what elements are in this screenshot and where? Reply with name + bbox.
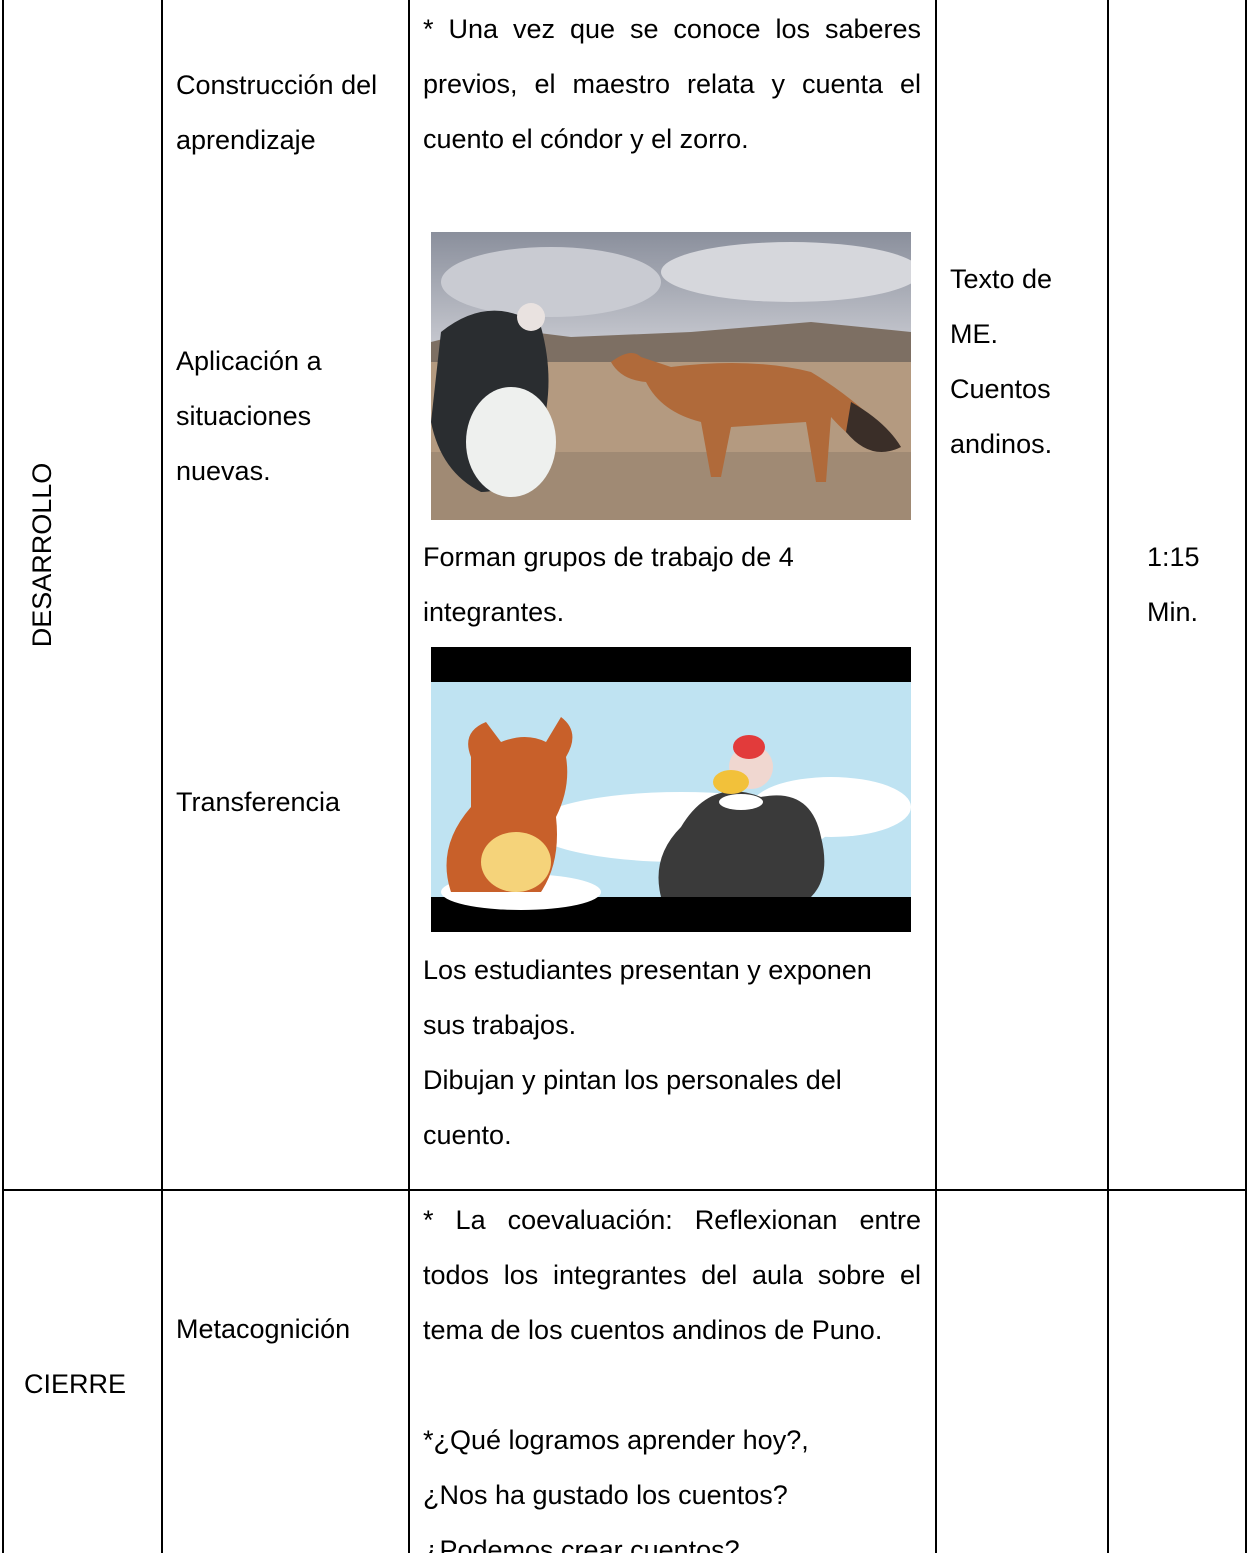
- activity: * La coevaluación: Reflexionan entre tod…: [423, 1205, 921, 1345]
- phase: DESARROLLO: [27, 462, 57, 648]
- activity: Dibujan y pintan los personales del cuen…: [423, 1065, 842, 1150]
- process: Aplicación a situaciones nuevas.: [176, 346, 322, 486]
- activity: ¿Nos ha gustado los cuentos?: [423, 1480, 788, 1510]
- activity: Forman grupos de trabajo de 4 integrante…: [423, 542, 794, 627]
- time: 1:15 Min.: [1147, 542, 1200, 627]
- border: [1245, 0, 1247, 1553]
- border: [2, 0, 4, 1553]
- activity: Los estudiantes presentan y exponen sus …: [423, 955, 872, 1040]
- activity: * Una vez que se conoce los saberes prev…: [423, 14, 921, 154]
- cartoon-fox-condor: [431, 647, 911, 932]
- process: Metacognición: [176, 1314, 351, 1344]
- process: Construcción del aprendizaje: [176, 70, 378, 155]
- process: Transferencia: [176, 787, 341, 817]
- photo-condor-fox: [431, 232, 911, 520]
- border: [1107, 0, 1109, 1553]
- activity: ¿Podemos crear cuentos?: [423, 1535, 740, 1553]
- resources: Texto de ME. Cuentos andinos.: [950, 264, 1053, 459]
- border: [161, 0, 163, 1553]
- phase: CIERRE: [24, 1369, 127, 1399]
- border: [2, 1189, 1247, 1191]
- activity: *¿Qué logramos aprender hoy?,: [423, 1425, 809, 1455]
- border: [935, 0, 937, 1553]
- border: [408, 0, 410, 1553]
